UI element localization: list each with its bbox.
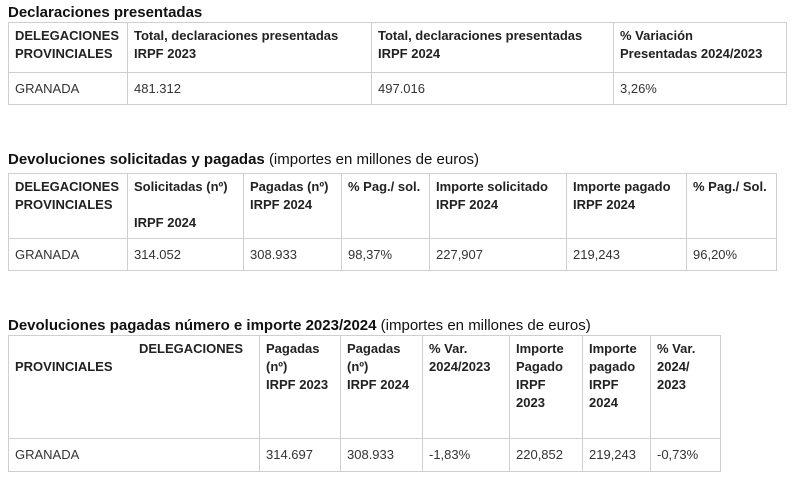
title-text: Declaraciones presentadas <box>8 4 203 21</box>
declaraciones-table: DELEGACIONES PROVINCIALES Total, declara… <box>8 22 787 105</box>
cell: -1,83% <box>422 438 510 472</box>
header-cell: Pagadas (nº) IRPF 2023 <box>259 335 341 439</box>
header-cell: DELEGACIONES PROVINCIALES <box>8 22 128 73</box>
header-cell: Importe pagado IRPF 2024 <box>582 335 651 439</box>
table-header-row: DELEGACIONES PROVINCIALES Solicitadas (n… <box>8 173 777 239</box>
section-title-devoluciones: Devoluciones solicitadas y pagadas (impo… <box>8 151 479 168</box>
cell: GRANADA <box>8 238 128 271</box>
header-cell: Total, declaraciones presentadas IRPF 20… <box>371 22 614 73</box>
cell: 308.933 <box>243 238 342 271</box>
header-cell: Importe Pagado IRPF 2023 <box>509 335 583 439</box>
header-cell: Importe solicitado IRPF 2024 <box>429 173 567 239</box>
title-subtitle: (importes en millones de euros) <box>268 151 480 168</box>
header-cell: Pagadas (nº) IRPF 2024 <box>340 335 423 439</box>
devoluciones-table: DELEGACIONES PROVINCIALES Solicitadas (n… <box>8 173 777 271</box>
header-cell: Total, declaraciones presentadas IRPF 20… <box>127 22 372 73</box>
cell: GRANADA <box>8 72 128 105</box>
header-cell: % Pag./ sol. <box>341 173 430 239</box>
header-line: PROVINCIALES <box>15 359 113 374</box>
cell: 3,26% <box>613 72 787 105</box>
header-cell: % Var. 2024/2023 <box>422 335 510 439</box>
header-cell: DELEGACIONES PROVINCIALES <box>8 335 260 439</box>
table-header-row: DELEGACIONES PROVINCIALES Total, declara… <box>8 22 787 73</box>
title-subtitle: (importes en millones de euros) <box>380 317 591 334</box>
section-title-declaraciones: Declaraciones presentadas <box>8 4 202 21</box>
table-row: GRANADA 314.697 308.933 -1,83% 220,852 2… <box>8 438 721 472</box>
devoluciones-pagadas-table: DELEGACIONES PROVINCIALES Pagadas (nº) I… <box>8 335 721 472</box>
cell: 96,20% <box>686 238 777 271</box>
cell: 314.052 <box>127 238 244 271</box>
header-cell: % Pag./ Sol. <box>686 173 777 239</box>
table-row: GRANADA 314.052 308.933 98,37% 227,907 2… <box>8 238 777 271</box>
cell: 219,243 <box>566 238 687 271</box>
section-title-devoluciones-pagadas: Devoluciones pagadas número e importe 20… <box>8 317 591 334</box>
title-text: Devoluciones pagadas número e importe 20… <box>8 317 377 334</box>
cell: 219,243 <box>582 438 651 472</box>
table-row: GRANADA 481.312 497.016 3,26% <box>8 72 787 105</box>
cell: 227,907 <box>429 238 567 271</box>
cell: 308.933 <box>340 438 423 472</box>
header-cell: Solicitadas (nº) IRPF 2024 <box>127 173 244 239</box>
header-cell: DELEGACIONES PROVINCIALES <box>8 173 128 239</box>
cell: 98,37% <box>341 238 430 271</box>
header-cell: % Var. 2024/ 2023 <box>650 335 721 439</box>
cell: -0,73% <box>650 438 721 472</box>
header-cell: Importe pagado IRPF 2024 <box>566 173 687 239</box>
header-cell: Pagadas (nº) IRPF 2024 <box>243 173 342 239</box>
header-cell: % Variación Presentadas 2024/2023 <box>613 22 787 73</box>
cell: 497.016 <box>371 72 614 105</box>
cell: 481.312 <box>127 72 372 105</box>
table-header-row: DELEGACIONES PROVINCIALES Pagadas (nº) I… <box>8 335 721 439</box>
cell: 220,852 <box>509 438 583 472</box>
cell: GRANADA <box>8 438 260 472</box>
cell: 314.697 <box>259 438 341 472</box>
header-line: DELEGACIONES <box>138 341 243 356</box>
title-text: Devoluciones solicitadas y pagadas <box>8 151 265 168</box>
